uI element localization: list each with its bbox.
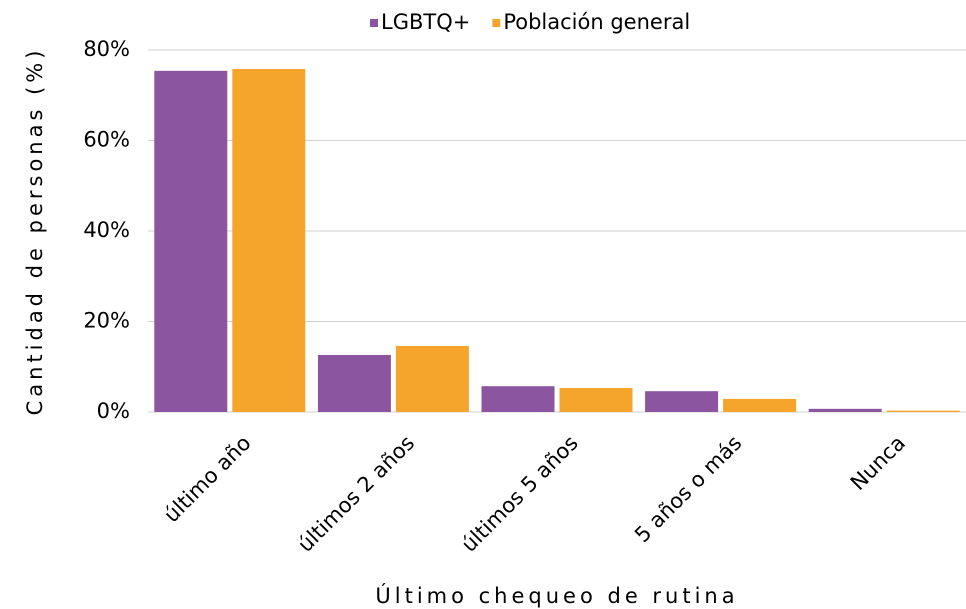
bar — [481, 386, 555, 412]
legend: LGBTQ+ Población general — [370, 10, 690, 34]
y-tick-label: 80% — [83, 37, 130, 61]
bar — [886, 410, 960, 412]
bar — [395, 345, 469, 412]
bar — [723, 398, 797, 412]
bar — [645, 391, 719, 412]
y-tick-label: 0% — [97, 399, 130, 423]
x-tick-label: últimos 2 años — [293, 431, 419, 557]
bar — [154, 70, 228, 412]
bar — [808, 408, 882, 412]
x-tick-label: último año — [159, 431, 255, 527]
x-tick-label: Nunca — [846, 431, 910, 495]
bar — [559, 388, 633, 412]
y-tick-label: 20% — [83, 309, 130, 333]
y-axis-title: Cantidad de personas (%) — [23, 47, 47, 416]
legend-swatch — [370, 19, 378, 27]
y-tick-label: 40% — [83, 218, 130, 242]
legend-label: LGBTQ+ — [381, 10, 470, 34]
x-tick-label: 5 años o más — [630, 431, 746, 547]
x-tick-label: últimos 5 años — [457, 431, 583, 557]
bar — [317, 354, 391, 412]
legend-label: Población general — [503, 10, 690, 34]
y-tick-label: 60% — [83, 128, 130, 152]
x-axis-title: Último chequeo de rutina — [375, 583, 738, 608]
legend-swatch — [492, 19, 501, 27]
bar — [232, 69, 306, 412]
